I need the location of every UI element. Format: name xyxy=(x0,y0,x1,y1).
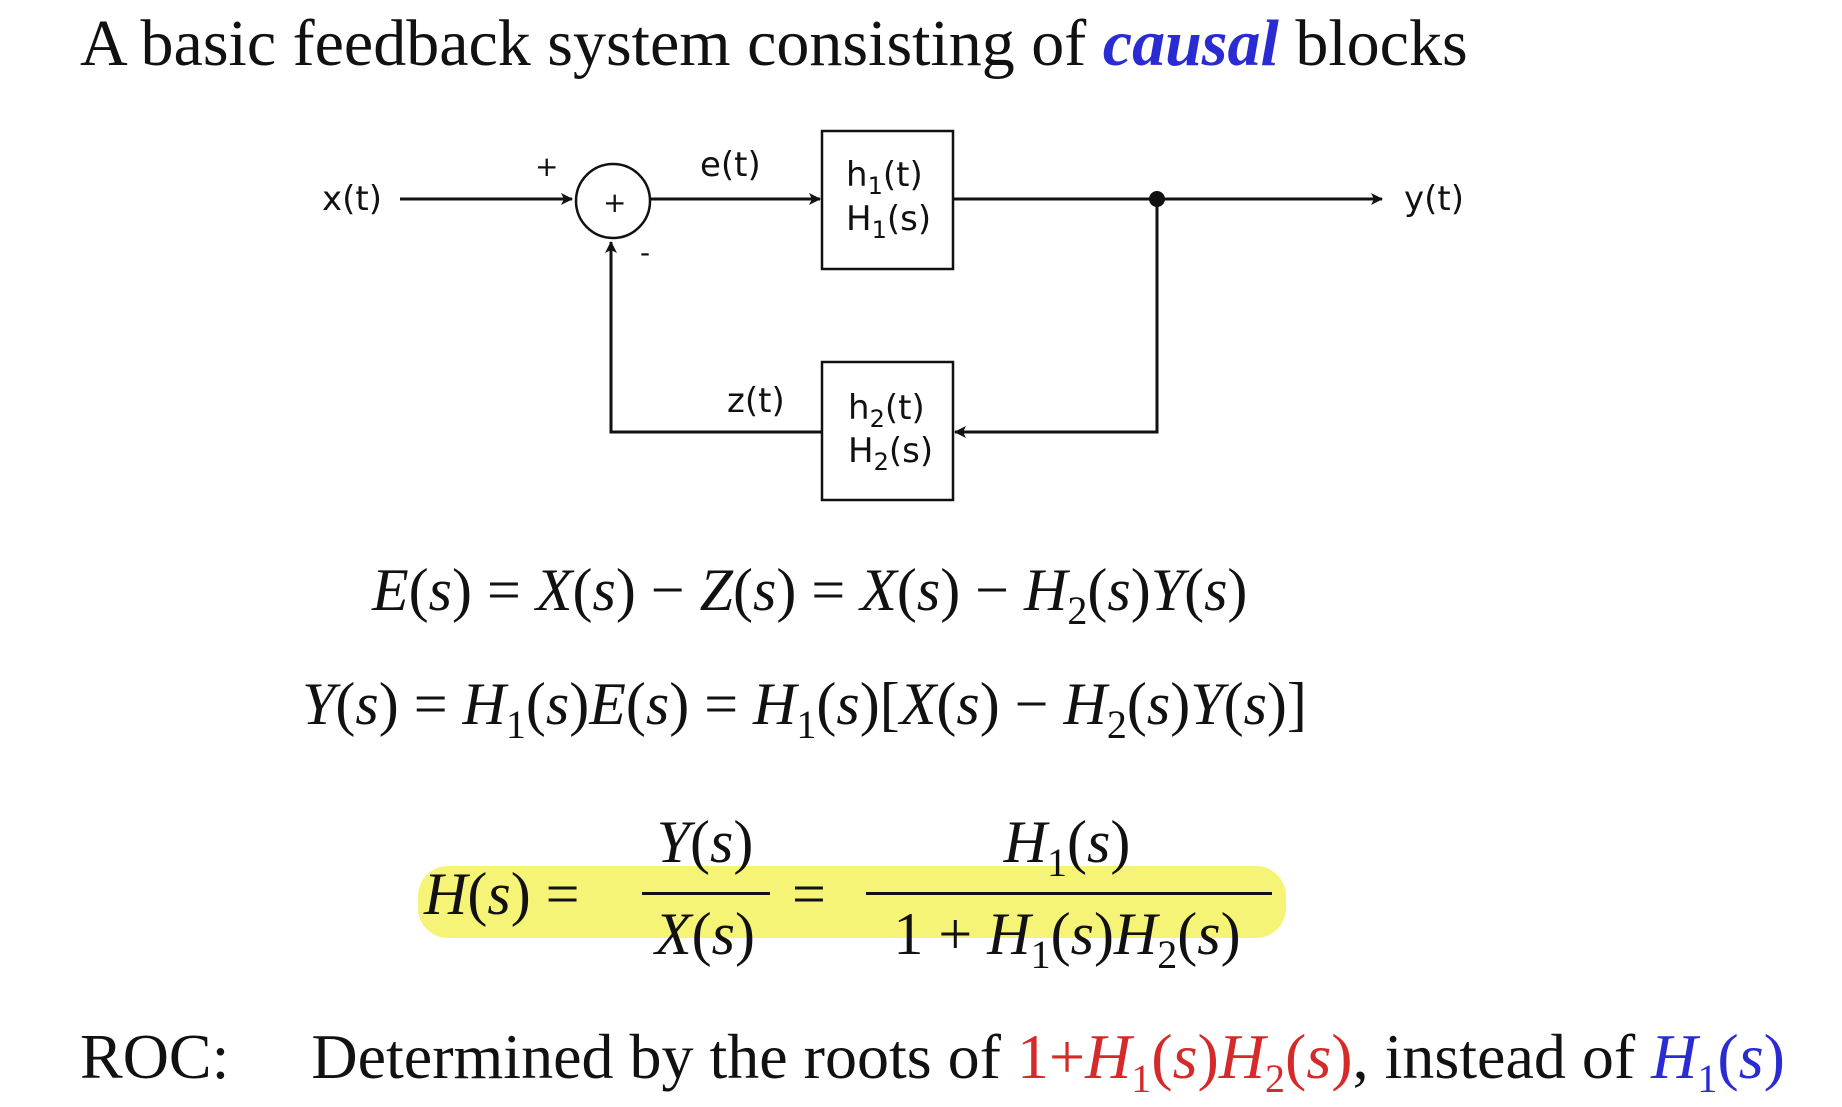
block-h1-transfer: H1(s) xyxy=(846,199,931,244)
summer-symbol: + xyxy=(603,186,626,219)
title-suffix: blocks xyxy=(1278,7,1468,80)
equation-output: Y(s) = H1(s)E(s) = H1(s)[X(s) − H2(s)Y(s… xyxy=(302,671,1307,747)
feedback-path-return xyxy=(605,241,822,434)
fraction2-bar xyxy=(866,892,1272,895)
slide-title: A basic feedback system consisting of ca… xyxy=(80,6,1468,82)
roc-condition: 1+H1(s)H2(s) xyxy=(1016,1021,1353,1101)
equals-sign: = xyxy=(792,861,826,927)
highlight-box xyxy=(418,866,1286,938)
minus-sign: - xyxy=(640,236,650,269)
output-label: y(t) xyxy=(1404,179,1464,219)
error-label: e(t) xyxy=(700,145,761,185)
roc-alternative: H1(s) xyxy=(1651,1021,1785,1101)
block-h1-impulse: h1(t) xyxy=(846,155,923,200)
block-h2-transfer: H2(s) xyxy=(848,431,933,476)
equation-error: E(s) = X(s) − Z(s) = X(s) − H2(s)Y(s) xyxy=(372,557,1248,633)
feedback-label: z(t) xyxy=(727,381,785,421)
fraction1-denominator: X(s) xyxy=(655,901,755,967)
fraction1-numerator: Y(s) xyxy=(656,809,754,875)
plus-sign: + xyxy=(535,150,558,183)
roc-statement: ROC: Determined by the roots of 1+H1(s)H2… xyxy=(80,1020,1785,1101)
summing-junction xyxy=(574,162,652,240)
title-emphasis: causal xyxy=(1102,7,1279,80)
block-h2 xyxy=(820,360,955,502)
fraction2-denominator: 1 + H1(s)H2(s) xyxy=(893,901,1241,977)
title-prefix: A basic feedback system consisting of xyxy=(80,7,1103,80)
feedback-block-diagram: x(t) + + e(t) h1(t) H1(s) y(t) h2(t) H2(… xyxy=(322,129,1464,502)
roc-label: ROC: xyxy=(80,1021,230,1092)
feedback-path-forward xyxy=(954,199,1159,438)
block-h2-impulse: h2(t) xyxy=(848,388,925,433)
roc-separator: , instead of xyxy=(1352,1021,1652,1092)
transfer-function-lhs: H(s) = xyxy=(424,861,580,927)
fraction1-bar xyxy=(642,892,770,895)
fraction2-numerator: H1(s) xyxy=(1003,809,1131,885)
roc-text: Determined by the roots of xyxy=(311,1021,1017,1092)
input-label: x(t) xyxy=(322,179,382,219)
